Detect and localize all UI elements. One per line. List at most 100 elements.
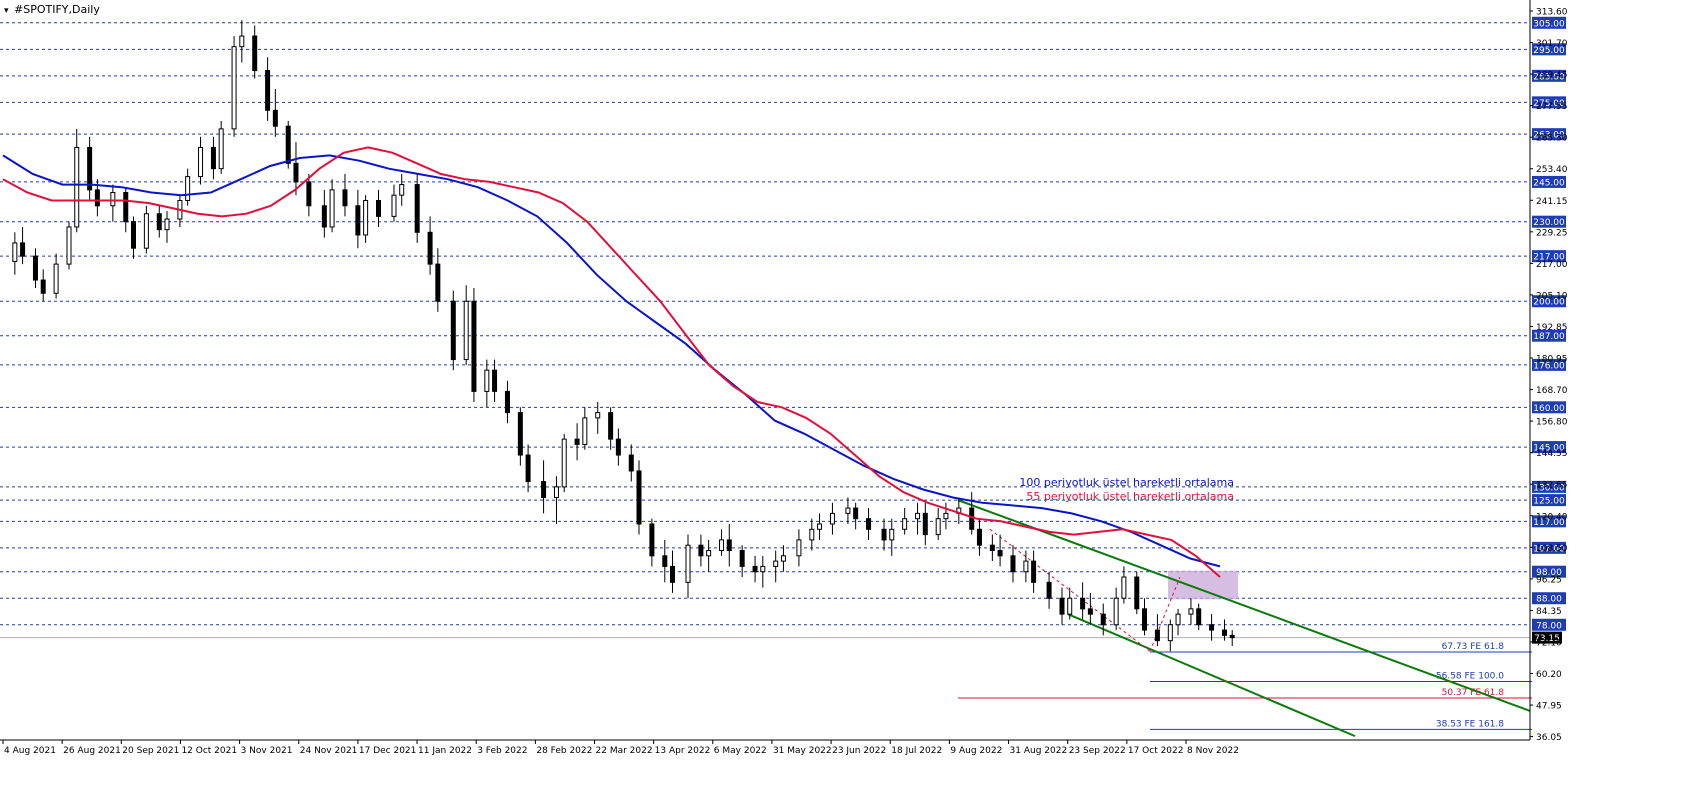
candle-body [1023, 560, 1029, 573]
candle-body [130, 221, 136, 249]
candle-body [376, 199, 382, 217]
current-price-tag [1532, 631, 1562, 644]
fib-label: 56.58 FE 100.0 [1436, 672, 1504, 682]
price-tick-label: 144.55 [1536, 449, 1568, 459]
level-tag-label: 217.00 [1533, 253, 1565, 263]
candle-body [719, 539, 725, 552]
axes: 313.60 301.70 289.45 277.55 265.30 253.40 241.… [0, 0, 1568, 756]
level-tag [1532, 175, 1566, 188]
date-tick-label: 31 Aug 2022 [1010, 746, 1068, 756]
candle-body [1087, 608, 1093, 615]
level-tag-label: 78.00 [1536, 621, 1562, 631]
candle-body [265, 70, 271, 111]
date-tick-label: 4 Aug 2021 [4, 746, 56, 756]
candle-body [239, 35, 245, 48]
candle-body [698, 544, 704, 557]
level-tag [1532, 215, 1566, 228]
candle-body [342, 189, 348, 207]
candle-body [94, 189, 100, 207]
candle-body [74, 146, 80, 228]
candle-body [997, 550, 1003, 557]
candle-body [796, 539, 802, 557]
candle-body [363, 199, 369, 236]
candle-body [32, 255, 38, 281]
candle-body [1221, 629, 1227, 636]
level-tag-label: 125.00 [1533, 497, 1565, 507]
price-tick-label: 96.25 [1536, 575, 1562, 585]
level-tag-label: 200.00 [1533, 298, 1565, 308]
candle-body [889, 528, 895, 541]
level-tag-label: 145.00 [1533, 444, 1565, 454]
candle-body [185, 176, 191, 201]
price-tick-label: 301.70 [1536, 39, 1568, 49]
candle-body [12, 242, 18, 262]
price-tick-label: 253.40 [1536, 165, 1568, 175]
candle-body [66, 226, 72, 265]
candle-body [1046, 581, 1052, 599]
price-tick-label: 205.10 [1536, 291, 1568, 301]
candle-body [321, 205, 327, 228]
candle-body [541, 481, 547, 498]
price-tick-label: 120.40 [1536, 512, 1568, 522]
candle-body [685, 544, 691, 583]
candle-body [1175, 613, 1181, 626]
candle-body [649, 523, 655, 557]
level-tag [1532, 358, 1566, 371]
fib-label: 38.53 FE 161.8 [1436, 719, 1504, 729]
date-tick-label: 31 May 2022 [773, 746, 832, 756]
date-tick-label: 28 Feb 2022 [536, 746, 592, 756]
candle-body [915, 512, 921, 520]
legend: 100 periyotluk üstel hareketli ortalama … [1019, 476, 1234, 503]
candle-body [87, 146, 93, 191]
level-tag [1532, 565, 1566, 578]
candle-body [272, 109, 278, 127]
date-tick-label: 17 Oct 2022 [1128, 746, 1184, 756]
chart-title: #SPOTIFY,Daily [14, 3, 100, 16]
price-tick-label: 241.15 [1536, 197, 1568, 207]
level-tag [1532, 592, 1566, 605]
candle-body [561, 438, 567, 488]
candle-body [143, 213, 149, 249]
candle-body [450, 300, 456, 361]
candle-body [670, 565, 676, 583]
level-tag-label: 305.00 [1533, 19, 1565, 29]
candle-body [110, 192, 116, 207]
candle-body [1113, 597, 1119, 626]
candle-body [780, 555, 786, 562]
candle-body [252, 35, 258, 72]
level-tag-label: 98.00 [1536, 568, 1562, 578]
level-tag-label: 230.00 [1533, 218, 1565, 228]
candle-body [1209, 624, 1215, 631]
date-tick-label: 8 Nov 2022 [1187, 746, 1239, 756]
candle-body [1142, 608, 1148, 631]
candle-body [1067, 597, 1073, 615]
candle-body [1059, 597, 1065, 615]
fib-expansion-levels: 67.73 FE 61.8 56.58 FE 100.0 50.37 FE 61.8… [958, 642, 1532, 730]
candle-body [517, 412, 523, 456]
candle-body [922, 512, 928, 536]
channel-lower-line [1067, 613, 1356, 738]
candle-body [628, 454, 634, 472]
candle-body [943, 512, 949, 520]
candle-body [399, 184, 405, 196]
candle-body [53, 263, 59, 294]
date-tick-label: 23 Jun 2022 [832, 746, 886, 756]
level-tag [1532, 43, 1566, 56]
level-tag [1532, 16, 1566, 29]
candle-body [164, 218, 170, 231]
candle-body [866, 518, 872, 530]
candle-body [615, 438, 621, 456]
price-tick-label: 72.10 [1536, 638, 1562, 648]
horizontal-levels: 305.00 295.00 285.00 275.00 263.00 245.00 230.… [0, 16, 1566, 644]
candle-body [427, 231, 433, 265]
candle-body [608, 412, 614, 440]
candle-body [1154, 629, 1160, 642]
price-tick-label: 60.20 [1536, 670, 1562, 680]
price-tick-label: 277.55 [1536, 102, 1568, 112]
date-tick-label: 6 May 2022 [714, 746, 767, 756]
level-tag [1532, 96, 1566, 109]
date-tick-label: 3 Nov 2021 [241, 746, 293, 756]
fib-label: 50.37 FE 61.8 [1442, 688, 1505, 698]
candle-body [706, 550, 712, 557]
